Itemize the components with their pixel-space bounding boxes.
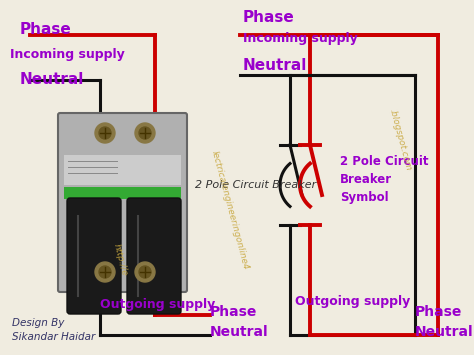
Circle shape (139, 127, 151, 139)
Text: Phase: Phase (20, 22, 72, 37)
Text: Phase: Phase (415, 305, 462, 319)
FancyBboxPatch shape (64, 155, 181, 185)
FancyBboxPatch shape (67, 198, 121, 314)
FancyBboxPatch shape (64, 187, 181, 199)
Circle shape (99, 266, 111, 278)
Circle shape (135, 123, 155, 143)
Circle shape (135, 262, 155, 282)
Text: Incoming supply: Incoming supply (243, 32, 358, 45)
Text: 2 Pole Circuit
Breaker
Symbol: 2 Pole Circuit Breaker Symbol (340, 155, 428, 204)
Text: Design By
Sikandar Haidar: Design By Sikandar Haidar (12, 318, 95, 342)
Text: Incoming supply: Incoming supply (10, 48, 125, 61)
Circle shape (99, 127, 111, 139)
Text: .blogspot.com: .blogspot.com (387, 108, 413, 172)
Text: Neutral: Neutral (20, 72, 84, 87)
Text: 2 Pole Circuit Breaker: 2 Pole Circuit Breaker (195, 180, 316, 190)
Text: Phase: Phase (210, 305, 257, 319)
Text: lectricalengineeringonline4: lectricalengineeringonline4 (210, 149, 250, 271)
Text: Neutral: Neutral (243, 58, 307, 73)
FancyBboxPatch shape (127, 198, 181, 314)
Text: Outgoing supply: Outgoing supply (295, 295, 410, 308)
Circle shape (139, 266, 151, 278)
Circle shape (95, 262, 115, 282)
Text: http://e: http://e (111, 243, 128, 277)
Text: Phase: Phase (243, 10, 295, 25)
Text: Neutral: Neutral (415, 325, 474, 339)
Circle shape (95, 123, 115, 143)
FancyBboxPatch shape (58, 113, 187, 292)
Text: Outgoing supply: Outgoing supply (100, 298, 215, 311)
Text: Neutral: Neutral (210, 325, 269, 339)
